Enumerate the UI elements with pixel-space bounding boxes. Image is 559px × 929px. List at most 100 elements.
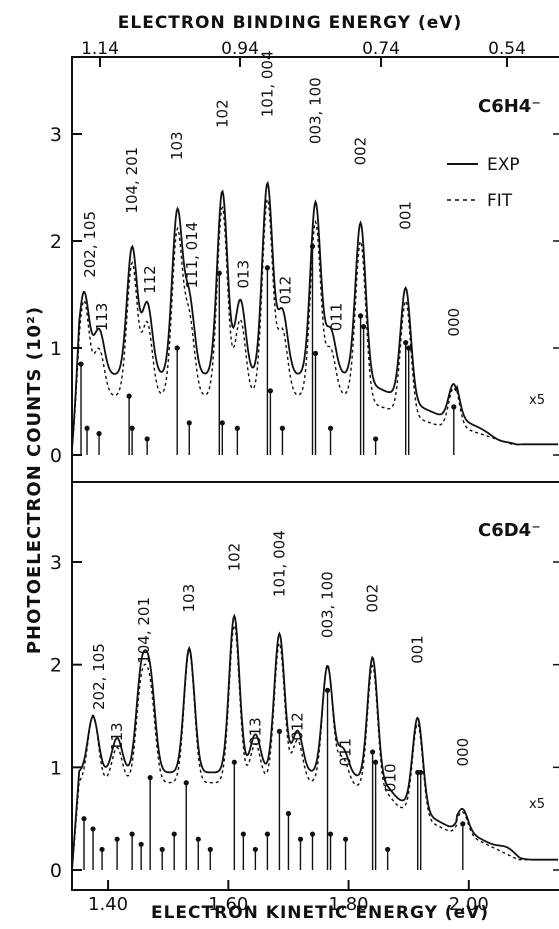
stick-marker xyxy=(252,846,258,853)
stick-marker xyxy=(418,769,424,776)
stick-marker xyxy=(264,265,271,271)
stick-marker xyxy=(96,431,102,437)
stick-marker xyxy=(147,775,153,781)
bottom-axis-ticks: 1.40 1.60 1.80 2.00 xyxy=(88,880,489,915)
stick-marker xyxy=(129,425,135,431)
y-tick-label: 2 xyxy=(50,655,62,677)
y-tick-label: 1 xyxy=(50,338,62,360)
legend-label-fit: FIT xyxy=(487,191,513,211)
peak-label: 013 xyxy=(246,717,264,746)
y-tick-label: 3 xyxy=(50,552,62,574)
peak-label: 000 xyxy=(454,738,472,767)
stick-marker xyxy=(373,436,379,442)
stick-marker xyxy=(186,420,192,426)
panel-c6h4: 3 2 1 0 202, 105 113 104, 201 112 103 111, 014 102… xyxy=(50,51,559,483)
top-axis-ticks: 1.14 0.94 0.74 0.54 xyxy=(81,39,526,67)
stick-marker xyxy=(138,841,144,847)
stick-marker xyxy=(406,345,412,351)
stick-marker xyxy=(279,425,286,431)
panel-label: C6D4⁻ xyxy=(478,520,541,541)
series-line-exp xyxy=(71,180,559,450)
stick-marker xyxy=(144,436,150,442)
peak-label: 102 xyxy=(213,99,231,128)
stick-marker xyxy=(129,831,135,837)
stick-marker xyxy=(219,420,225,426)
peak-label: 011 xyxy=(337,738,355,767)
stick-marker xyxy=(81,816,87,822)
stick-marker xyxy=(84,425,90,431)
peak-label: 012 xyxy=(276,276,294,305)
top-tick-label: 0.54 xyxy=(488,39,526,59)
peak-label: 112 xyxy=(141,265,159,294)
stick-marker xyxy=(264,831,271,837)
peak-label: 202, 105 xyxy=(90,643,108,710)
peak-label: 002 xyxy=(352,137,370,166)
peak-label: 104, 201 xyxy=(135,597,153,664)
stick-marker xyxy=(267,388,274,394)
stick-marker xyxy=(240,831,246,837)
stick-marker xyxy=(78,361,84,367)
peak-label: 011 xyxy=(328,303,346,332)
stick-marker xyxy=(231,759,237,765)
peak-label: 111, 014 xyxy=(183,222,201,289)
x-axis-title: ELECTRON KINETIC ENERGY (eV) xyxy=(151,903,489,923)
peak-label: 101, 004 xyxy=(270,530,288,597)
stick-marker xyxy=(114,836,120,842)
x-tick-label: 1.80 xyxy=(329,894,369,915)
legend-label-exp: EXP xyxy=(487,155,520,175)
peak-label: 003, 100 xyxy=(307,77,325,144)
stick-marker xyxy=(90,826,96,832)
x-tick-label: 1.40 xyxy=(88,894,128,915)
stick-marker xyxy=(195,836,201,842)
stick-marker xyxy=(297,836,304,842)
stick-marker xyxy=(327,425,334,431)
peak-label: 202, 105 xyxy=(81,211,99,278)
top-tick-label: 0.94 xyxy=(221,39,259,59)
stick-marker xyxy=(126,393,132,399)
stick-marker xyxy=(276,728,283,735)
stick-marker xyxy=(171,831,177,837)
stick-marker xyxy=(312,350,319,356)
y-tick-label: 0 xyxy=(50,445,62,467)
peak-label: 101, 004 xyxy=(258,51,276,118)
peak-label: 012 xyxy=(289,712,307,741)
peak-label: 001 xyxy=(409,635,427,664)
peak-label: 010 xyxy=(382,763,400,792)
stick-marker xyxy=(370,749,376,755)
top-axis-title: ELECTRON BINDING ENERGY (eV) xyxy=(118,13,462,33)
stick-marker xyxy=(234,425,240,431)
stick-marker xyxy=(451,404,457,410)
panel-frame xyxy=(71,481,559,891)
peak-label: 013 xyxy=(234,260,252,289)
stick-marker xyxy=(327,831,334,837)
peak-label: 003, 100 xyxy=(319,571,337,638)
top-tick-label: 0.74 xyxy=(362,39,400,59)
y-tick-label: 2 xyxy=(50,231,62,253)
stick-marker xyxy=(324,687,331,693)
peak-label: 103 xyxy=(180,584,198,613)
scale-note: x5 xyxy=(529,393,545,408)
stick-marker xyxy=(403,340,409,346)
x-tick-label: 2.00 xyxy=(449,894,489,915)
stick-marker xyxy=(342,836,349,842)
peak-label: 001 xyxy=(397,201,415,230)
stick-marker xyxy=(99,846,105,853)
stick-marker xyxy=(460,821,466,827)
scale-note: x5 xyxy=(529,797,545,812)
stick-marker xyxy=(174,345,180,351)
series-line-fit xyxy=(71,197,559,450)
y-axis-label: PHOTOELECTRON COUNTS (10²) xyxy=(24,306,45,654)
peak-label: 002 xyxy=(364,584,382,613)
peak-label: 104, 201 xyxy=(123,147,141,214)
stick-marker xyxy=(385,846,391,853)
peak-label: 113 xyxy=(93,303,111,332)
stick-marker xyxy=(159,846,165,853)
stick-marker xyxy=(285,810,292,817)
stick-marker xyxy=(309,831,316,837)
peak-label: 102 xyxy=(225,543,243,572)
series-line-exp xyxy=(71,613,559,871)
stick-marker xyxy=(360,324,367,330)
peak-label: 000 xyxy=(445,308,463,337)
